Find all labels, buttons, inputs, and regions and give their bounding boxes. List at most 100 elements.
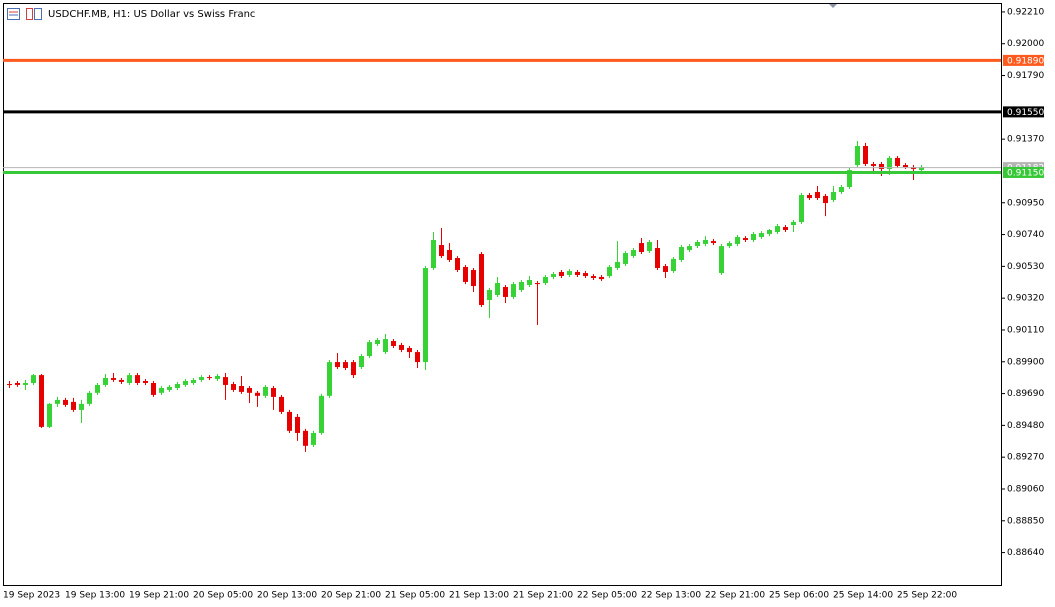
candle-body: [407, 347, 412, 353]
candle-body: [135, 375, 140, 383]
candle-body: [551, 274, 556, 277]
y-tick-label: 0.90740: [1007, 230, 1044, 240]
level-label-box: [1003, 106, 1044, 118]
candle-body: [399, 344, 404, 350]
y-tick-label: 0.89900: [1007, 357, 1044, 367]
candle-body: [751, 233, 756, 241]
x-tick-label: 25 Sep 06:00: [769, 591, 829, 601]
candle-body: [223, 377, 228, 385]
candle-body: [279, 396, 284, 412]
candle-body: [695, 241, 700, 247]
candle-body: [159, 387, 164, 393]
y-tick-label: 0.90320: [1007, 294, 1044, 304]
candle-body: [391, 341, 396, 347]
chart-title: USDCHF.MB, H1: US Dollar vs Swiss Franc: [48, 9, 255, 20]
candle-body: [815, 192, 820, 199]
candle-body: [895, 157, 900, 166]
candle-body: [791, 221, 796, 226]
candle-body: [855, 145, 860, 166]
candle-body: [919, 167, 924, 171]
x-tick-label: 19 Sep 13:00: [65, 591, 125, 601]
candle-body: [79, 403, 84, 410]
candle-body: [839, 187, 844, 193]
candle-body: [151, 382, 156, 395]
y-tick-label: 0.89480: [1007, 421, 1044, 431]
candle-body: [527, 279, 532, 285]
candle-body: [303, 430, 308, 446]
candle-body: [231, 384, 236, 390]
shift-marker: [829, 4, 837, 8]
y-tick-label: 0.90530: [1007, 262, 1044, 272]
candle-body: [247, 387, 252, 393]
candle-body: [711, 241, 716, 244]
candle-body: [639, 243, 644, 252]
candle-body: [183, 381, 188, 385]
x-tick-label: 20 Sep 13:00: [257, 591, 317, 601]
candle-body: [671, 258, 676, 272]
x-tick-label: 19 Sep 21:00: [129, 591, 189, 601]
x-tick-label: 19 Sep 2023: [3, 591, 60, 601]
candle-body: [127, 375, 132, 383]
candle-body: [439, 245, 444, 257]
level-label-box: [1003, 166, 1044, 178]
x-tick-label: 21 Sep 13:00: [449, 591, 509, 601]
y-tick-label: 0.91370: [1007, 135, 1044, 145]
candle-body: [95, 384, 100, 393]
candle-body: [7, 384, 12, 386]
candle-body: [63, 399, 68, 405]
candle-body: [255, 392, 260, 396]
candle-body: [879, 163, 884, 169]
candle-body: [575, 271, 580, 275]
candle-body: [799, 195, 804, 222]
candle-body: [735, 236, 740, 244]
candle-body: [447, 250, 452, 261]
x-tick-label: 20 Sep 21:00: [321, 591, 381, 601]
candle-body: [191, 379, 196, 383]
candle-body: [319, 395, 324, 433]
candle-body: [583, 273, 588, 277]
candle-body: [207, 377, 212, 379]
y-tick-label: 0.89060: [1007, 484, 1044, 494]
candle-body: [759, 233, 764, 237]
candle-body: [287, 411, 292, 431]
level-label: 0.91550: [1007, 108, 1044, 118]
candle-body: [847, 170, 852, 188]
candle-body: [807, 195, 812, 199]
candle-body: [47, 403, 52, 427]
candle-body: [111, 377, 116, 380]
x-tick-label: 25 Sep 14:00: [833, 591, 893, 601]
candle-body: [591, 276, 596, 279]
candle-body: [119, 379, 124, 382]
x-tick-label: 25 Sep 22:00: [897, 591, 957, 601]
candle-body: [495, 283, 500, 295]
candle-body: [647, 241, 652, 252]
candle-body: [415, 352, 420, 363]
candle-body: [39, 375, 44, 427]
candle-body: [623, 253, 628, 264]
candle-body: [743, 238, 748, 241]
candle-body: [511, 284, 516, 297]
x-tick-label: 22 Sep 21:00: [705, 591, 765, 601]
y-tick-label: 0.92210: [1007, 7, 1044, 17]
candle-body: [727, 243, 732, 247]
candle-body: [383, 339, 388, 353]
y-tick-label: 0.88640: [1007, 548, 1044, 558]
candle-body: [775, 226, 780, 232]
candle-body: [471, 269, 476, 287]
candle-body: [167, 386, 172, 390]
y-tick-label: 0.92000: [1007, 39, 1044, 49]
candle-body: [487, 289, 492, 300]
candle-body: [359, 356, 364, 368]
candle-body: [767, 230, 772, 234]
y-tick-label: 0.90110: [1007, 325, 1044, 335]
x-tick-label: 21 Sep 05:00: [385, 591, 445, 601]
candle-body: [599, 276, 604, 280]
candle-body: [679, 246, 684, 261]
level-label-box: [1003, 54, 1044, 66]
candle-body: [903, 165, 908, 168]
candle-body: [631, 250, 636, 257]
y-tick-label: 0.91790: [1007, 71, 1044, 81]
candle-body: [263, 386, 268, 396]
candle-body: [535, 283, 540, 285]
